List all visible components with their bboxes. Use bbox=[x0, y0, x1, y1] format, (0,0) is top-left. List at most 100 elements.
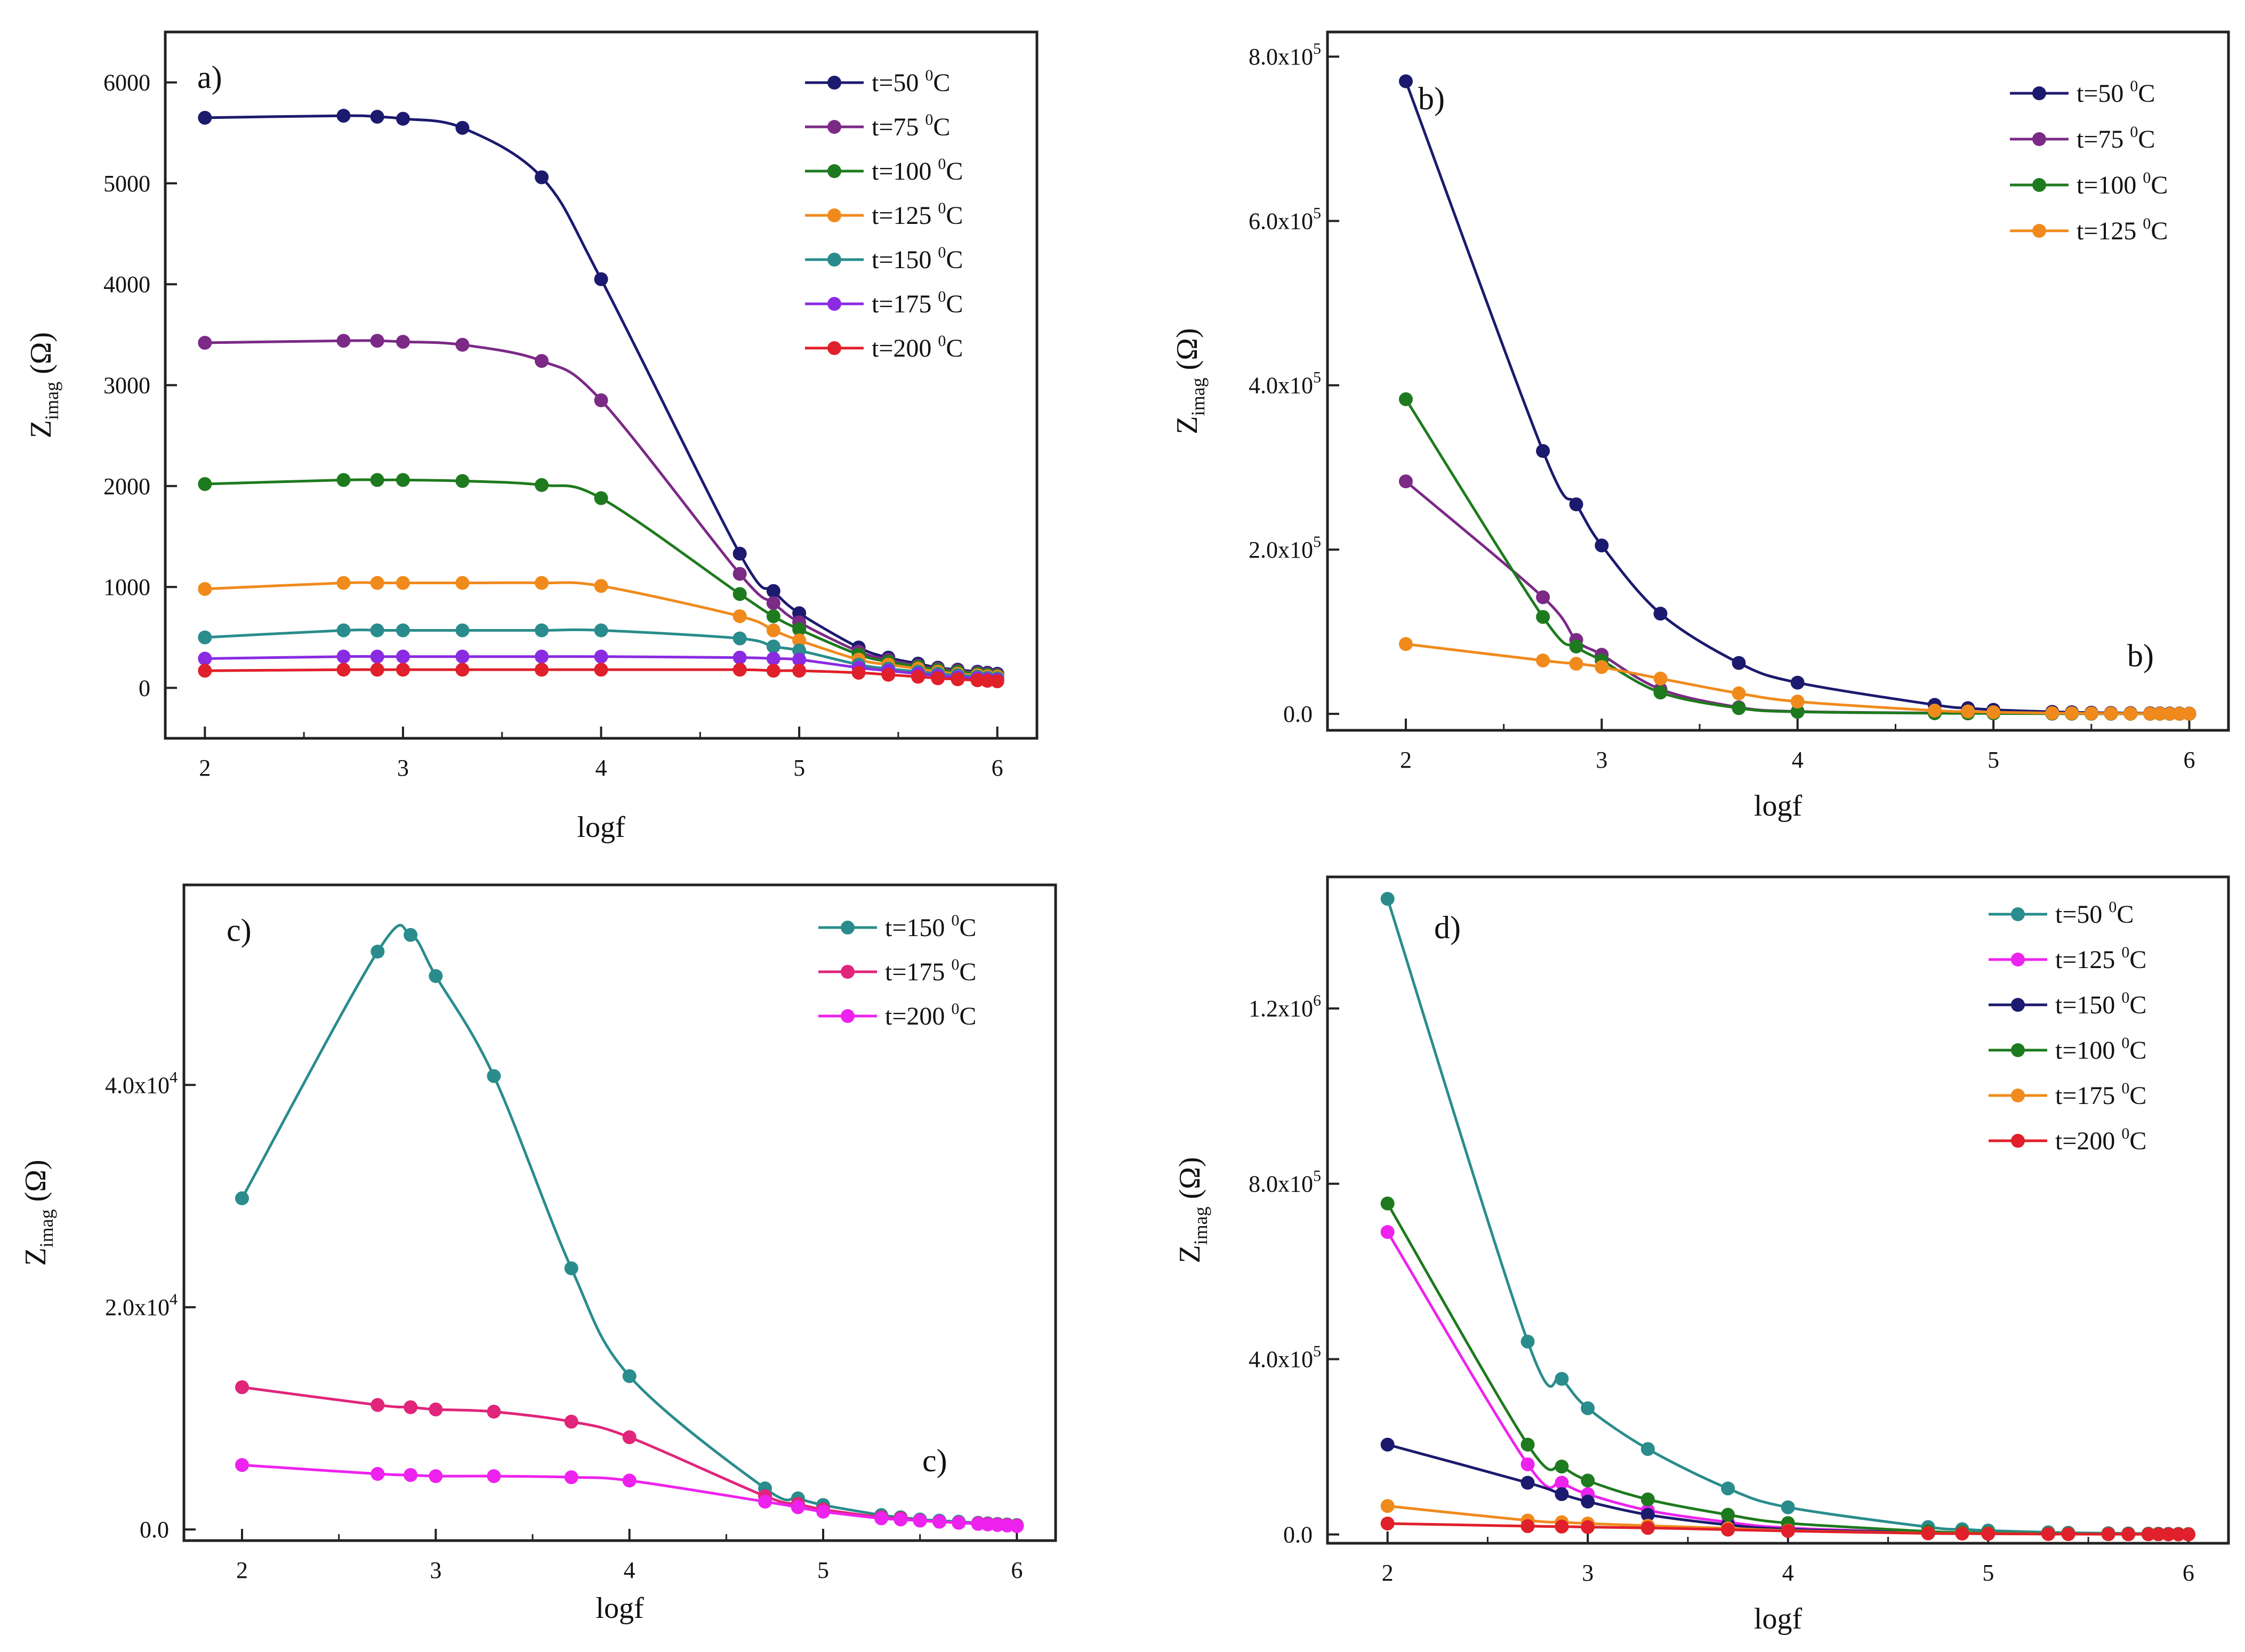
x-tick-label: 5 bbox=[793, 755, 805, 781]
data-point bbox=[1790, 695, 1805, 709]
legend-label-unit: C bbox=[2138, 125, 2155, 154]
y-tick-label: 4.0x105 bbox=[1249, 1343, 1321, 1373]
x-tick-label: 3 bbox=[1582, 1560, 1594, 1586]
data-point bbox=[1721, 1522, 1735, 1537]
y-tick-label: 5000 bbox=[103, 171, 150, 197]
data-point bbox=[594, 272, 608, 286]
y-axis-symbol: Z bbox=[1171, 416, 1204, 434]
data-point bbox=[564, 1261, 578, 1276]
data-point bbox=[2182, 706, 2196, 721]
legend-label-degree: 0 bbox=[938, 155, 946, 173]
legend-label: t=75 0C bbox=[872, 111, 950, 141]
legend-label: t=150 0C bbox=[2055, 989, 2146, 1019]
x-tick-label: 6 bbox=[2184, 747, 2195, 773]
data-point bbox=[370, 576, 384, 590]
legend-label-temperature: t=200 bbox=[872, 334, 938, 362]
data-point bbox=[198, 651, 212, 666]
panel-annotation: c) bbox=[922, 1443, 947, 1478]
data-point bbox=[371, 1466, 385, 1481]
data-point bbox=[1640, 1521, 1655, 1535]
x-axis-title: logf bbox=[1754, 789, 1803, 823]
data-point bbox=[455, 623, 470, 638]
data-point bbox=[1555, 1519, 1569, 1534]
series-line bbox=[205, 581, 997, 678]
data-point bbox=[535, 576, 549, 590]
legend-label-temperature: t=100 bbox=[2077, 171, 2143, 199]
legend-marker bbox=[2011, 953, 2025, 966]
data-point bbox=[1520, 1476, 1535, 1490]
legend-label-temperature: t=75 bbox=[872, 113, 925, 141]
legend-label-unit: C bbox=[946, 334, 963, 362]
y-tick-exponent: 4 bbox=[170, 1291, 178, 1308]
data-point bbox=[2162, 706, 2177, 721]
x-tick-label: 2 bbox=[199, 755, 211, 781]
legend-label-temperature: t=50 bbox=[872, 69, 925, 97]
legend-label-unit: C bbox=[933, 69, 950, 97]
y-axis-title: Zimag (Ω) bbox=[19, 1159, 57, 1266]
data-point bbox=[1380, 1196, 1395, 1211]
data-point bbox=[2141, 1527, 2155, 1542]
y-tick-label: 8.0x105 bbox=[1249, 40, 1321, 70]
y-tick-label: 4000 bbox=[103, 271, 150, 297]
data-point bbox=[370, 473, 384, 487]
data-point bbox=[931, 671, 945, 686]
legend-label: t=100 0C bbox=[2077, 169, 2168, 199]
data-point bbox=[336, 473, 351, 487]
legend-label-unit: C bbox=[2129, 991, 2146, 1019]
data-point bbox=[1732, 656, 1746, 670]
x-axis-title: logf bbox=[577, 811, 625, 844]
data-point bbox=[766, 609, 780, 623]
data-point bbox=[1569, 657, 1583, 671]
y-tick-label: 0.0 bbox=[1283, 1522, 1313, 1548]
y-axis-unit: (Ω) bbox=[1171, 328, 1204, 377]
data-point bbox=[894, 1512, 908, 1527]
panel-c-chart: 2 3 4 5 6 0.0 2.0x104 4.0x104 logf Zimag (Ω) c) c) t… bbox=[19, 883, 1057, 1625]
data-point bbox=[622, 1430, 637, 1445]
data-point bbox=[235, 1458, 249, 1472]
data-point bbox=[455, 663, 470, 677]
data-point bbox=[1555, 1476, 1569, 1490]
legend-label: t=150 0C bbox=[885, 912, 976, 942]
legend-label: t=200 0C bbox=[872, 332, 963, 362]
legend-label-temperature: t=200 bbox=[2055, 1127, 2121, 1155]
data-point bbox=[1536, 654, 1550, 667]
data-point bbox=[1790, 705, 1805, 719]
x-axis-title: logf bbox=[596, 1592, 644, 1625]
y-tick-label: 0.0 bbox=[1283, 701, 1313, 727]
data-point bbox=[1640, 1508, 1655, 1522]
data-point bbox=[1569, 497, 1583, 512]
legend-label-degree: 0 bbox=[2121, 1034, 2129, 1052]
legend-label-degree: 0 bbox=[925, 67, 933, 84]
legend-label-degree: 0 bbox=[951, 956, 959, 973]
data-point bbox=[1555, 1372, 1569, 1386]
data-point bbox=[535, 170, 549, 184]
legend-label-degree: 0 bbox=[951, 1000, 959, 1018]
legend-label-degree: 0 bbox=[2130, 77, 2138, 95]
legend-label-degree: 0 bbox=[2121, 944, 2129, 961]
data-point bbox=[1520, 1519, 1535, 1533]
data-point bbox=[1732, 701, 1746, 715]
y-tick-label: 6.0x105 bbox=[1249, 204, 1321, 234]
data-point bbox=[792, 622, 807, 636]
data-point bbox=[766, 596, 780, 610]
data-point bbox=[1921, 1526, 1935, 1541]
legend-label-unit: C bbox=[946, 202, 963, 230]
legend-label-degree: 0 bbox=[2130, 123, 2138, 141]
x-tick-label: 2 bbox=[1400, 747, 1412, 773]
data-point bbox=[455, 474, 470, 488]
legend-marker bbox=[841, 1009, 855, 1023]
y-axis-unit: (Ω) bbox=[19, 1159, 52, 1209]
legend-label: t=50 0C bbox=[2077, 77, 2155, 108]
y-tick-label: 2.0x105 bbox=[1249, 533, 1321, 563]
data-point bbox=[535, 354, 549, 368]
x-tick-label: 2 bbox=[1382, 1560, 1394, 1586]
y-tick-label: 2.0x104 bbox=[105, 1291, 178, 1320]
legend-marker bbox=[841, 921, 855, 934]
data-point bbox=[791, 1500, 805, 1514]
data-point bbox=[371, 1398, 385, 1412]
legend-label-temperature: t=125 bbox=[872, 202, 938, 230]
data-point bbox=[1640, 1492, 1655, 1506]
legend-marker bbox=[2011, 1043, 2025, 1057]
data-point bbox=[487, 1469, 501, 1484]
